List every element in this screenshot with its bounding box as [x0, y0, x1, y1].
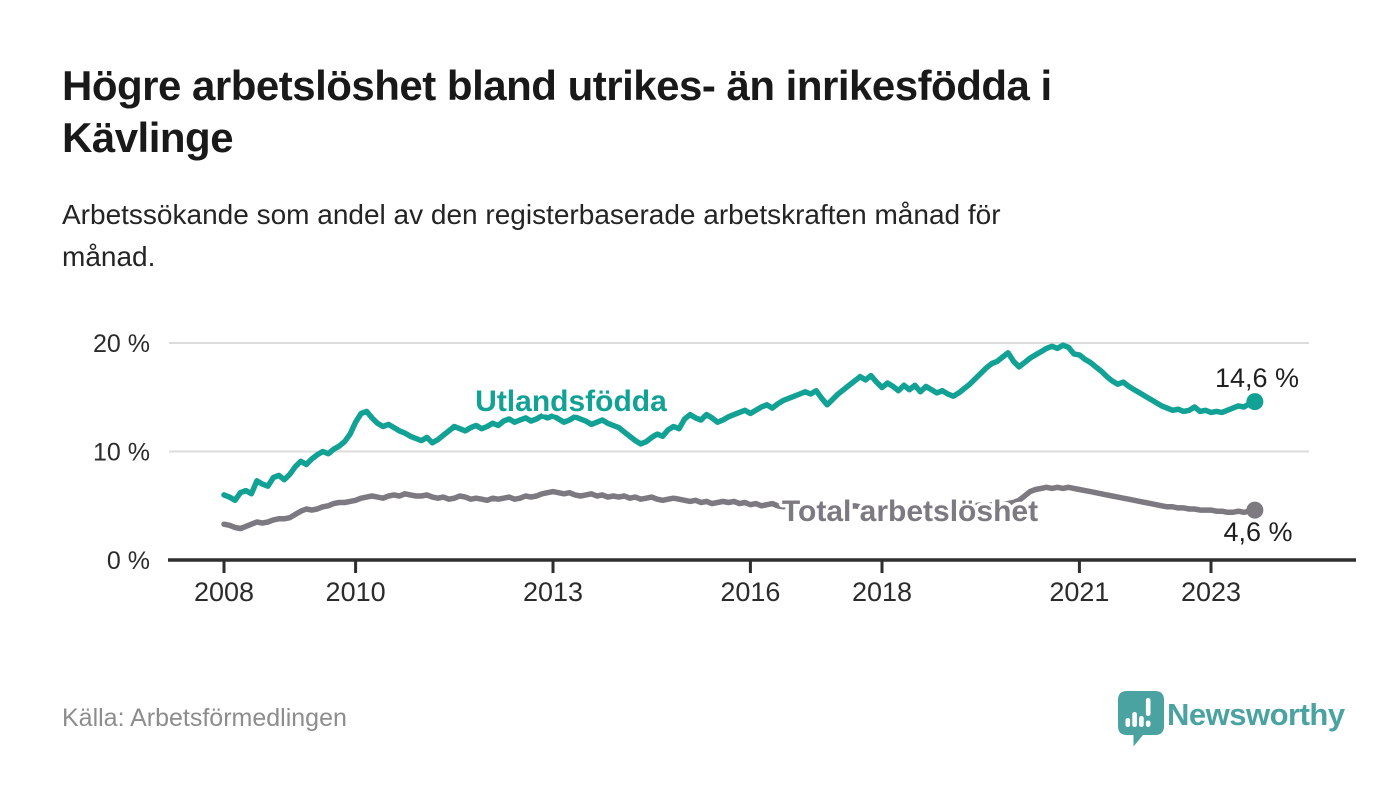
logo-bar-1 — [1125, 718, 1131, 727]
x-axis-group: 2008 2010 2013 2016 2018 2021 2023 — [168, 558, 1356, 607]
subtitle-line-1: Arbetssökande som andel av den registerb… — [62, 199, 1001, 230]
y-axis-labels-group: 0 % 10 % 20 % — [93, 330, 150, 575]
end-dots-group — [1246, 393, 1264, 519]
logo-exclamation-dot — [1145, 720, 1151, 727]
y-tick-label: 0 % — [107, 547, 150, 575]
title-line-1: Högre arbetslöshet bland utrikes- än inr… — [62, 62, 1052, 109]
y-tick-label: 10 % — [93, 439, 150, 467]
x-tick-label: 2023 — [1181, 577, 1241, 607]
logo-exclamation-bar — [1145, 698, 1151, 716]
series-line-total-arbetsloshet — [221, 484, 1258, 532]
series-label-total-arbetsloshet: Total arbetslöshet — [782, 495, 1038, 528]
x-tick-label: 2016 — [720, 577, 780, 607]
series-line-utlandsfodda — [221, 342, 1258, 504]
logo-bar-2 — [1132, 712, 1137, 727]
x-tick-label: 2010 — [326, 577, 386, 607]
title-line-2: Kävlinge — [62, 114, 234, 161]
y-tick-label: 20 % — [93, 330, 150, 358]
gridlines-group — [169, 342, 1309, 453]
x-tick-label: 2013 — [523, 577, 583, 607]
x-tick-label: 2021 — [1049, 577, 1109, 607]
x-tick-label: 2018 — [852, 577, 912, 607]
end-value-label-total-arbetsloshet: 4,6 % — [1223, 517, 1292, 547]
bar-chart-speech-bubble-icon — [1118, 691, 1164, 747]
end-dot-utlandsfodda — [1246, 393, 1264, 411]
end-dot-total-arbetsloshet — [1246, 501, 1264, 519]
page-subtitle: Arbetssökande som andel av den registerb… — [62, 194, 1312, 278]
newsworthy-wordmark: Newsworthy — [1167, 697, 1345, 732]
series-lines-group — [221, 342, 1258, 532]
source-text: Källa: Arbetsförmedlingen — [62, 704, 347, 732]
end-value-label-utlandsfodda: 14,6 % — [1215, 363, 1299, 393]
subtitle-line-2: månad. — [62, 241, 156, 272]
series-label-utlandsfodda: Utlandsfödda — [475, 385, 667, 418]
page-title: Högre arbetslöshet bland utrikes- än inr… — [62, 60, 1352, 164]
x-tick-label: 2008 — [194, 577, 254, 607]
logo-bar-3 — [1139, 716, 1144, 727]
